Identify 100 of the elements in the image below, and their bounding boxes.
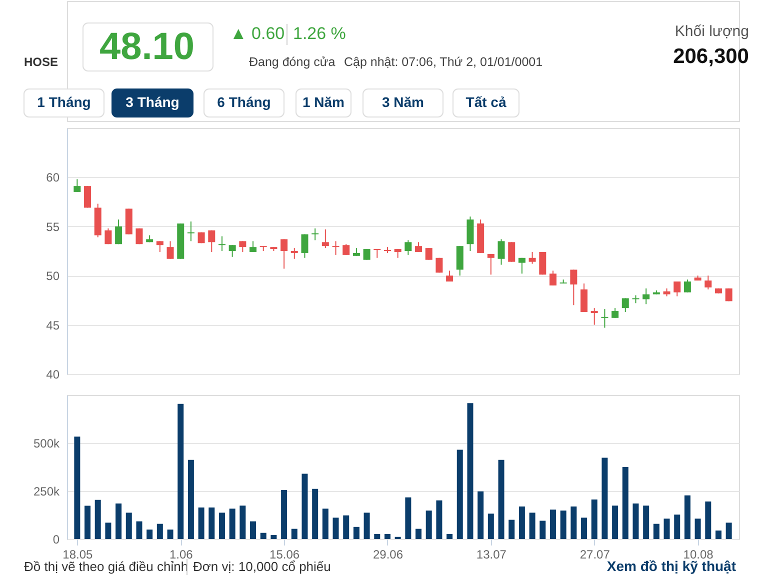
bar: [570, 506, 577, 539]
candlestick: [218, 236, 226, 252]
bar: [426, 510, 432, 539]
text: 1 Tháng: [37, 94, 91, 110]
candlestick: [322, 228, 329, 249]
candlestick: [228, 244, 236, 258]
candlestick: [487, 253, 494, 276]
bar: [467, 403, 474, 539]
candlestick: [622, 298, 629, 313]
bar: [684, 495, 690, 539]
text: Tất cả: [466, 94, 506, 110]
text: Khối lượng: [674, 23, 749, 40]
candlestick: [498, 238, 505, 266]
bar: [322, 508, 328, 539]
bar: [591, 499, 598, 539]
bar: [260, 532, 266, 539]
text: HOSE: [24, 55, 58, 69]
x-tick-label: 15.06: [270, 548, 300, 562]
y-tick-label: 50: [46, 269, 60, 284]
candlestick: [84, 186, 92, 208]
bar: [116, 503, 122, 539]
bar: [208, 508, 215, 539]
text: 3 Năm: [382, 94, 424, 110]
candlestick: [549, 270, 556, 286]
bar: [250, 521, 256, 539]
bar: [488, 514, 494, 539]
bar: [291, 528, 298, 539]
text: Đang đóng cửa: [249, 55, 336, 69]
bar: [518, 506, 525, 539]
bar: [84, 506, 91, 539]
bar: [364, 512, 370, 539]
bar: [240, 506, 246, 539]
candlestick: [104, 228, 112, 245]
candlestick: [250, 240, 257, 252]
text: 6 Tháng: [217, 94, 271, 110]
x-tick-label: 18.05: [62, 548, 94, 562]
bar: [126, 512, 132, 539]
candlestick: [74, 178, 81, 192]
text: Cập nhật: 07:06, Thứ 2, 01/01/0001: [344, 55, 543, 69]
candlestick: [280, 238, 288, 270]
bar: [167, 530, 174, 539]
candlestick: [312, 228, 319, 241]
bar: [540, 520, 546, 539]
candlestick: [425, 248, 432, 260]
x-tick-label: 1.06: [169, 548, 194, 562]
bar: [436, 500, 442, 539]
candlestick: [156, 240, 164, 252]
bar: [550, 510, 556, 539]
candlestick: [301, 234, 308, 258]
bar: [416, 528, 422, 539]
candlestick: [239, 240, 246, 252]
text: 1.26 %: [293, 24, 346, 43]
bar: [653, 524, 660, 539]
bar: [581, 518, 588, 539]
bar: [94, 500, 101, 539]
y-tick-label: 500k: [33, 436, 60, 450]
candlestick: [115, 219, 122, 245]
bar: [353, 526, 360, 539]
bar: [343, 515, 350, 539]
bar: [715, 530, 722, 539]
candlestick: [404, 240, 412, 256]
bar: [302, 474, 308, 539]
bar: [188, 460, 194, 539]
bar: [529, 512, 536, 539]
bar: [332, 518, 339, 539]
candlestick: [518, 257, 526, 274]
bar: [312, 488, 318, 539]
x-tick-label: 29.06: [372, 548, 404, 562]
bar: [622, 467, 628, 539]
candlestick: [456, 246, 464, 276]
y-tick-label: 45: [46, 318, 60, 332]
text: Đơn vị: 10,000 cổ phiếu: [193, 559, 331, 574]
y-tick-label: 250k: [33, 484, 60, 498]
text: 206,300: [673, 45, 749, 68]
candlestick: [528, 251, 536, 264]
bar: [478, 491, 484, 539]
bar: [136, 521, 142, 539]
bar: [643, 506, 650, 539]
bar: [632, 503, 639, 539]
bar: [374, 534, 380, 539]
candlestick: [374, 248, 381, 258]
candlestick: [187, 220, 194, 242]
candlestick: [684, 279, 691, 293]
bar: [498, 460, 504, 539]
bar: [405, 497, 412, 539]
bar: [218, 512, 225, 539]
candlestick: [342, 244, 350, 256]
candlestick: [508, 242, 516, 262]
bar: [612, 506, 618, 539]
candlestick: [363, 248, 370, 260]
candlestick: [674, 281, 681, 297]
bar: [456, 450, 463, 539]
bar: [74, 436, 80, 539]
bar: [674, 514, 680, 539]
bar: [281, 490, 288, 539]
bar: [156, 524, 163, 539]
text: 48.10: [99, 26, 195, 68]
candlestick: [601, 308, 608, 328]
bar: [146, 530, 153, 539]
bar: [664, 518, 670, 539]
